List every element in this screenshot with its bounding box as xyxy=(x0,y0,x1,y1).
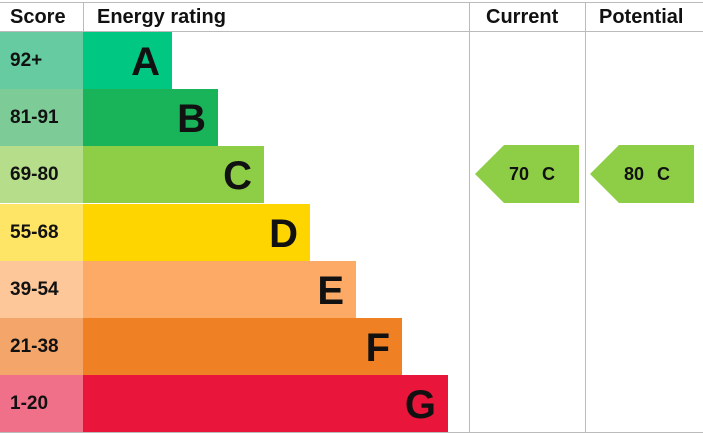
bottom-border xyxy=(0,432,703,433)
score-range-g: 1-20 xyxy=(0,375,83,433)
rating-bar-c: C xyxy=(83,146,264,204)
header-divider xyxy=(0,31,703,32)
top-border xyxy=(0,2,703,3)
score-range-b: 81-91 xyxy=(0,89,83,147)
potential-header: Potential xyxy=(599,6,684,28)
score-range-f: 21-38 xyxy=(0,318,83,375)
rating-letter: B xyxy=(177,97,206,142)
current-divider xyxy=(469,2,470,433)
rating-bar-e: E xyxy=(83,260,356,318)
rating-bar-f: F xyxy=(83,318,402,375)
rating-letter: G xyxy=(404,383,436,428)
score-range-d: 55-68 xyxy=(0,203,83,261)
rating-letter: C xyxy=(223,154,252,199)
score-header: Score xyxy=(10,6,66,28)
rating-letter: D xyxy=(269,211,298,256)
rating-bar-g: G xyxy=(83,375,448,433)
score-divider xyxy=(83,2,84,32)
score-range-a: 92+ xyxy=(0,32,83,89)
rating-letter: F xyxy=(365,326,390,370)
score-range-c: 69-80 xyxy=(0,146,83,204)
rating-bar-d: D xyxy=(83,203,310,261)
rating-letter: E xyxy=(317,268,344,313)
potential-divider xyxy=(585,2,586,433)
rating-bar-b: B xyxy=(83,89,218,147)
score-range-e: 39-54 xyxy=(0,260,83,318)
potential-rating-label: 80 C xyxy=(624,164,671,184)
rating-bar-a: A xyxy=(83,32,172,89)
potential-rating-arrow: 80 C xyxy=(590,145,694,203)
energy-rating-header: Energy rating xyxy=(97,6,226,28)
rating-letter: A xyxy=(131,40,160,84)
current-rating-arrow: 70 C xyxy=(475,145,579,203)
current-rating-label: 70 C xyxy=(509,164,556,184)
current-header: Current xyxy=(486,6,559,28)
